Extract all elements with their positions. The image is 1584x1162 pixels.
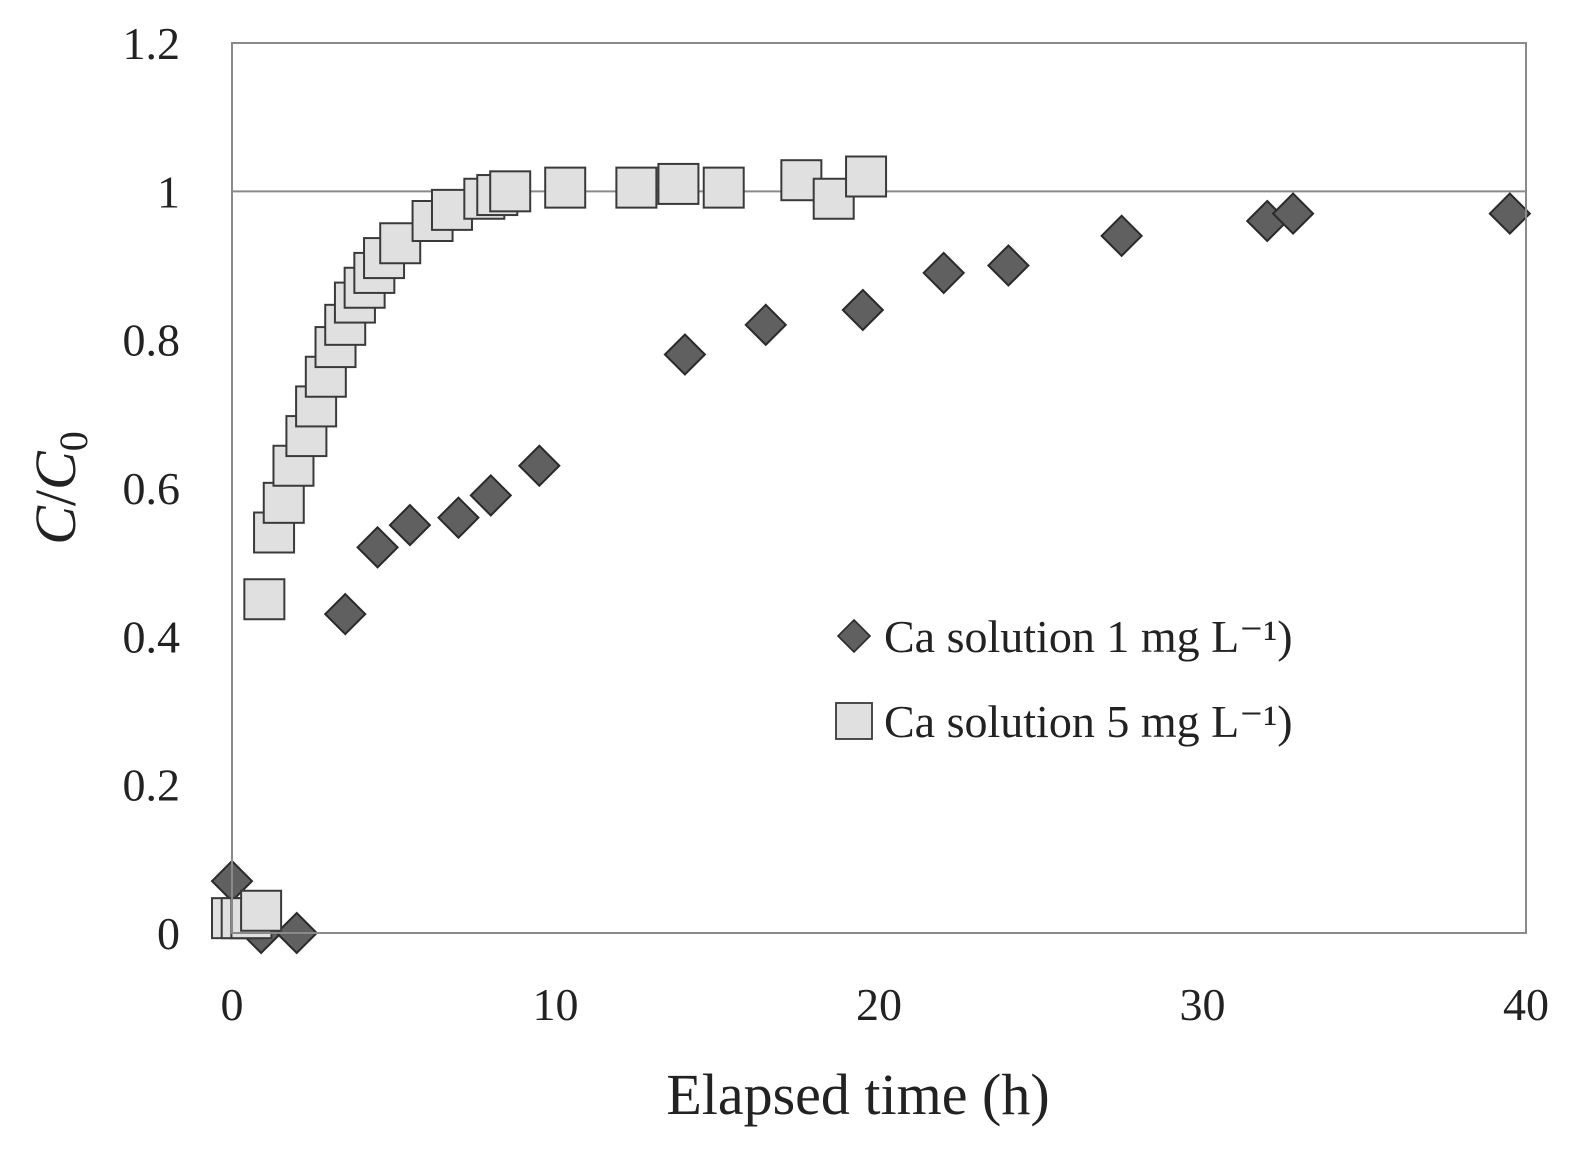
x-tick-label: 30 <box>1180 979 1226 1030</box>
data-point-diamond <box>744 303 788 347</box>
data-point-diamond <box>437 496 480 540</box>
data-point-square <box>243 578 286 621</box>
x-tick-label: 20 <box>856 979 902 1030</box>
x-axis-title: Elapsed time (h) <box>666 1062 1049 1127</box>
data-point-diamond <box>469 474 513 517</box>
data-point-square <box>702 166 745 209</box>
data-point-diamond <box>1271 192 1315 235</box>
legend: Ca solution 1 mg L⁻¹) Ca solution 5 mg L… <box>835 611 1293 747</box>
y-axis-title-subscript: 0 <box>51 431 96 451</box>
y-axis-title-main: C <box>23 505 88 545</box>
x-tick-label: 10 <box>533 979 579 1030</box>
y-tick-label: 0 <box>157 908 180 959</box>
data-point-diamond <box>323 592 367 636</box>
y-tick-label: 0.6 <box>123 463 181 514</box>
legend-label-series-1: Ca solution 1 mg L⁻¹) <box>884 611 1293 662</box>
data-point-square <box>544 166 587 209</box>
y-tick-label: 0.2 <box>123 760 181 811</box>
data-point-diamond <box>1100 214 1144 258</box>
y-tick-label: 0.4 <box>123 611 181 662</box>
data-point-square <box>489 170 532 213</box>
y-tick-label: 1.2 <box>123 18 181 69</box>
plot-area-frame <box>231 42 1527 934</box>
legend-marker-diamond <box>836 618 872 654</box>
data-point-diamond <box>841 288 885 332</box>
data-point-diamond <box>388 503 432 547</box>
data-point-diamond <box>922 251 966 295</box>
data-point-square <box>845 155 888 198</box>
y-axis-title-second: C <box>23 450 88 490</box>
series-2 <box>211 155 888 940</box>
data-point-diamond <box>1488 192 1532 235</box>
y-axis-title-separator: / <box>23 489 88 506</box>
data-point-square <box>379 222 422 265</box>
x-tick-label: 40 <box>1503 979 1549 1030</box>
series-1 <box>210 192 1532 955</box>
data-point-square <box>240 889 283 932</box>
data-point-diamond <box>663 333 707 376</box>
data-point-square <box>615 166 658 209</box>
data-point-square <box>657 162 700 205</box>
legend-label-series-2: Ca solution 5 mg L⁻¹) <box>884 696 1293 747</box>
y-tick-label: 0.8 <box>123 315 181 366</box>
data-point-square <box>262 481 305 524</box>
x-tick-label: 0 <box>221 979 244 1030</box>
y-axis-title: C/C0 <box>23 431 96 545</box>
data-point-diamond <box>356 525 399 569</box>
data-point-diamond <box>986 244 1030 287</box>
legend-marker-square <box>835 702 873 740</box>
y-tick-label: 1 <box>157 166 180 217</box>
data-point-diamond <box>517 444 561 488</box>
